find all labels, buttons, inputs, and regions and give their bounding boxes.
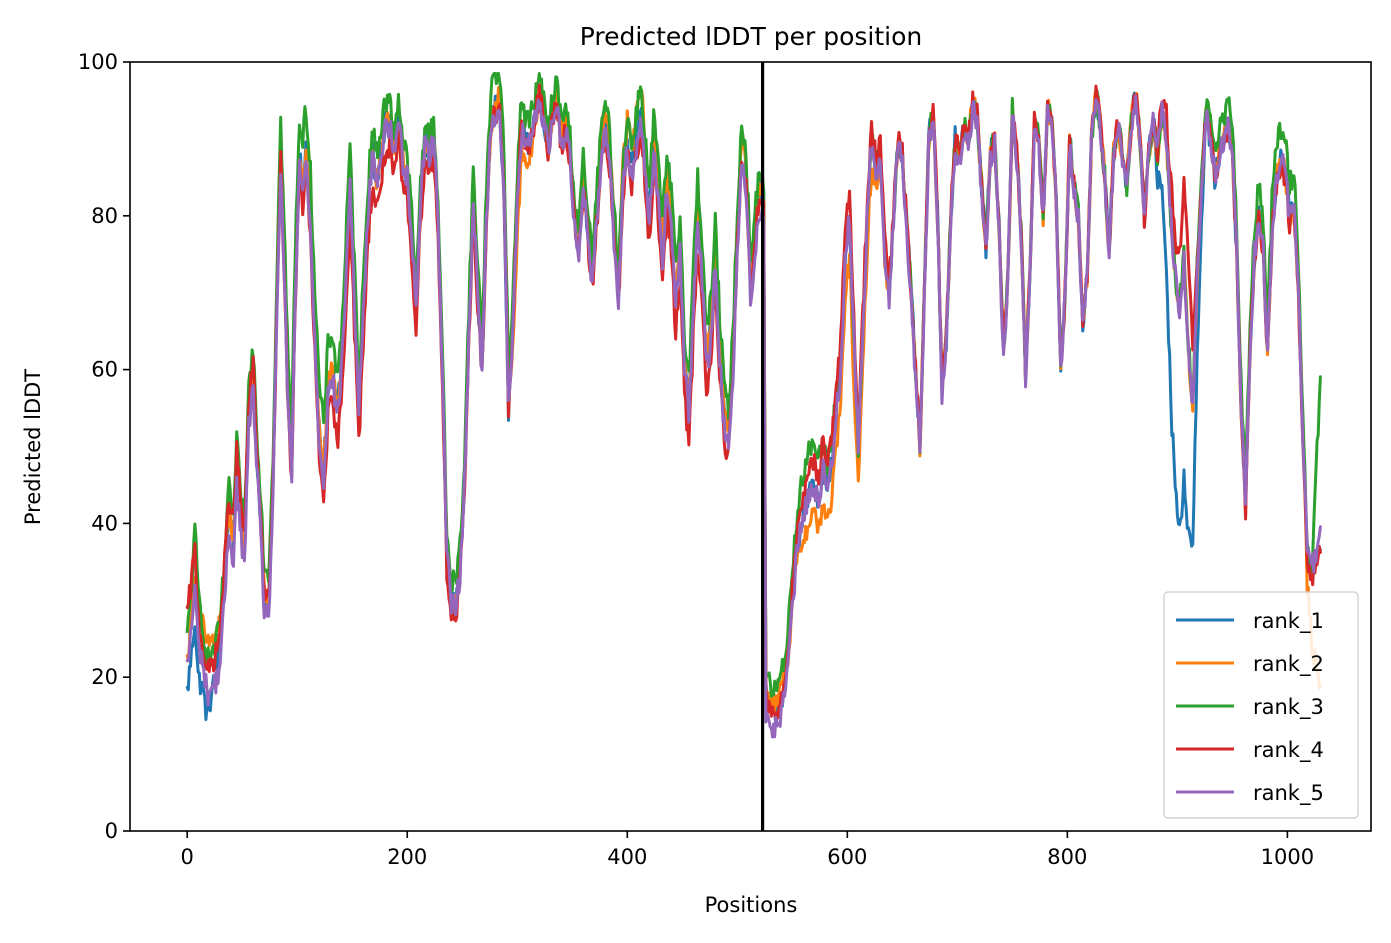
y-tick-label: 40 [91,511,118,535]
x-tick-label: 1000 [1261,845,1314,869]
y-tick-label: 100 [78,50,118,74]
y-tick-label: 20 [91,665,118,689]
x-tick-label: 400 [607,845,647,869]
legend-label-rank_4: rank_4 [1253,738,1324,763]
plot-series-group [185,72,1322,739]
chart-title: Predicted lDDT per position [580,22,922,51]
y-axis-ticks: 0 20 40 60 80 100 [78,50,130,843]
series-line-rank_5 [185,94,1322,739]
x-tick-label: 800 [1047,845,1087,869]
x-tick-label: 200 [387,845,427,869]
legend-box [1163,591,1359,819]
y-axis-label: Predicted lDDT [21,369,45,525]
legend-label-rank_1: rank_1 [1253,609,1324,634]
legend: rank_1 rank_2 rank_3 rank_4 rank_5 [1163,591,1359,819]
x-axis-label: Positions [705,893,798,917]
x-tick-label: 0 [181,845,194,869]
legend-label-rank_2: rank_2 [1253,652,1324,677]
y-tick-label: 0 [105,819,118,843]
plot-frame [129,61,1372,832]
legend-label-rank_5: rank_5 [1253,781,1324,806]
legend-label-rank_3: rank_3 [1253,695,1324,720]
x-axis-ticks: 0 200 400 600 800 1000 [181,831,1314,869]
x-tick-label: 600 [827,845,867,869]
y-tick-label: 80 [91,204,118,228]
y-tick-label: 60 [91,358,118,382]
